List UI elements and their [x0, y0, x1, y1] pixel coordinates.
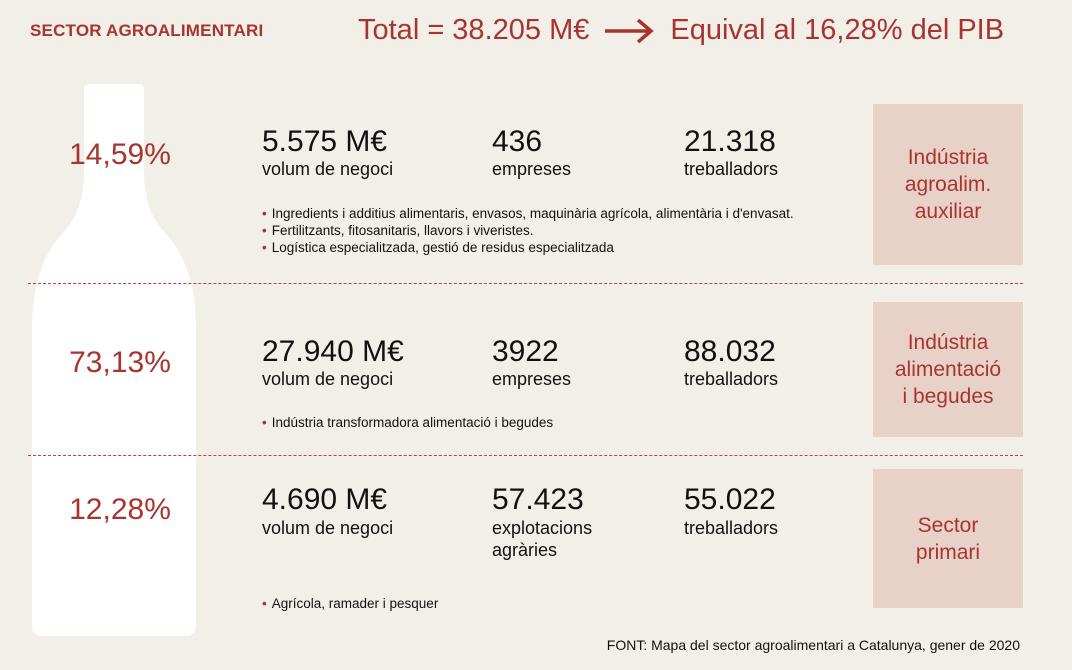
- business-volume-label-row-3: volum de negoci: [262, 518, 394, 538]
- workers-label-row-1: treballadors: [684, 159, 779, 179]
- bullet-list-row-2: Indústria transformadora alimentació i b…: [262, 414, 553, 431]
- category-line: auxiliar: [914, 200, 982, 223]
- source-note: FONT: Mapa del sector agroalimentari a C…: [606, 637, 1020, 653]
- companies-row-1: 436: [492, 125, 543, 158]
- companies-label-row-1: empreses: [492, 159, 572, 179]
- share-value-row-2: 73,13%: [69, 346, 171, 379]
- total-value: Total = 38.205 M€: [358, 14, 590, 46]
- list-item: Agrícola, ramader i pesquer: [262, 595, 439, 612]
- business-volume-label-row-1: volum de negoci: [262, 159, 394, 179]
- business-volume-row-1: 5.575 M€: [262, 125, 388, 158]
- list-item: Ingredients i additius alimentaris, enva…: [262, 205, 794, 222]
- section-title: SECTOR AGROALIMENTARI: [30, 21, 264, 40]
- category-line: agroalim.: [904, 173, 992, 196]
- category-box-row-1: Indústria agroalim. auxiliar: [873, 104, 1023, 265]
- arrow-right-icon: [605, 18, 655, 43]
- row-divider: [28, 455, 1023, 456]
- row-divider: [28, 283, 1023, 284]
- category-box-row-2: Indústria alimentació i begudes: [873, 302, 1023, 437]
- category-line: primari: [915, 540, 981, 564]
- workers-row-1: 21.318: [684, 125, 776, 158]
- category-line: Indústria: [907, 331, 989, 354]
- workers-row-3: 55.022: [684, 483, 776, 516]
- companies-label-row-3-line-1: explotacions: [492, 518, 593, 538]
- list-item: Logística especialitzada, gestió de resi…: [262, 239, 794, 256]
- workers-row-2: 88.032: [684, 335, 776, 368]
- companies-label-row-3-line-2: agràries: [492, 540, 558, 560]
- workers-label-row-2: treballadors: [684, 369, 779, 389]
- share-value-row-1: 14,59%: [69, 138, 171, 171]
- category-line: Indústria: [907, 146, 989, 169]
- companies-row-3: 57.423: [492, 483, 584, 516]
- workers-label-row-3: treballadors: [684, 518, 779, 538]
- gdp-share: Equival al 16,28% del PIB: [670, 14, 1005, 46]
- total-line: Total = 38.205 M€ Equival al 16,28% del …: [358, 14, 1004, 47]
- share-value-row-3: 12,28%: [69, 493, 171, 526]
- category-box-row-3: Sector primari: [873, 469, 1023, 608]
- category-line: alimentació: [894, 358, 1002, 381]
- business-volume-label-row-2: volum de negoci: [262, 369, 394, 389]
- business-volume-row-3: 4.690 M€: [262, 483, 388, 516]
- list-item: Fertilitzants, fitosanitaris, llavors i …: [262, 222, 794, 239]
- business-volume-row-2: 27.940 M€: [262, 335, 404, 368]
- wine-bottle-icon: [32, 84, 196, 636]
- companies-row-2: 3922: [492, 335, 559, 368]
- category-line: i begudes: [902, 385, 994, 408]
- list-item: Indústria transformadora alimentació i b…: [262, 414, 553, 431]
- category-line: Sector: [917, 513, 979, 537]
- companies-label-row-2: empreses: [492, 369, 572, 389]
- bullet-list-row-1: Ingredients i additius alimentaris, enva…: [262, 205, 794, 256]
- bullet-list-row-3: Agrícola, ramader i pesquer: [262, 595, 439, 612]
